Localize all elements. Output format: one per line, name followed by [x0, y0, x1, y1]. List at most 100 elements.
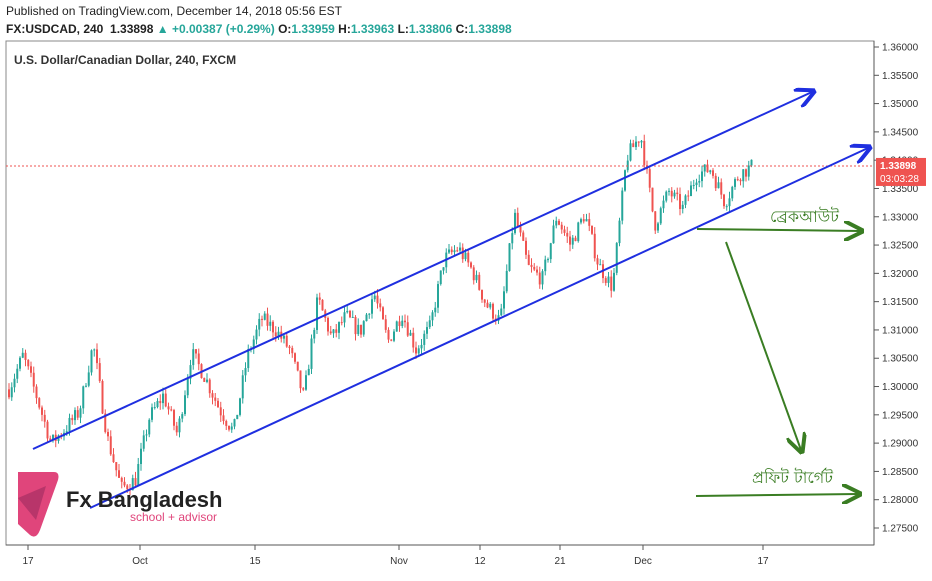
candle-body [742, 169, 745, 182]
candle-body [401, 320, 404, 327]
channel-upper-line[interactable] [32, 92, 812, 450]
candle-body [186, 378, 189, 396]
logo-tagline: school + advisor [130, 510, 217, 524]
candle-body [118, 470, 120, 478]
profit-target-label: প্রফিট টার্গেট [752, 468, 833, 487]
candle-body [335, 329, 338, 333]
candle-body [126, 485, 129, 490]
candle-body [65, 431, 68, 433]
candle-body [79, 408, 82, 418]
target-arrow[interactable] [725, 241, 801, 450]
candle-body [332, 329, 335, 334]
candle-body [654, 211, 657, 231]
candle-body [340, 322, 343, 324]
brand-logo: Fx Bangladesh school + advisor [18, 472, 222, 537]
candle-body [607, 276, 610, 283]
candle-body [698, 181, 701, 183]
candle-body [258, 318, 261, 330]
candle-body [533, 266, 536, 270]
candle-body [74, 410, 76, 421]
candle-body [178, 418, 181, 433]
countdown-tag: 03:03:28 [880, 174, 919, 185]
logo-name: Fx Bangladesh [66, 487, 222, 512]
candle-body [382, 307, 384, 320]
candle-body [104, 413, 107, 432]
candle-body [398, 321, 401, 327]
x-tick-label: Nov [390, 556, 408, 567]
candle-body [145, 434, 148, 436]
candle-body [291, 347, 294, 354]
candle-body [170, 409, 173, 411]
candle-body [351, 316, 354, 318]
candle-body [148, 419, 151, 435]
candle-body [134, 478, 137, 486]
candle-body [252, 339, 255, 350]
candle-body [16, 368, 19, 379]
candle-body [549, 243, 552, 260]
candle-body [659, 208, 662, 224]
candle-body [720, 182, 723, 195]
candle-body [632, 143, 635, 148]
candle-body [684, 195, 687, 205]
candle-body [629, 143, 632, 161]
y-tick-label: 1.33500 [882, 184, 919, 195]
low-value: 1.33806 [408, 22, 453, 36]
candle-body [643, 140, 646, 166]
candle-body [571, 237, 574, 245]
candle-body [434, 307, 437, 313]
candle-body [87, 372, 90, 386]
candle-body [701, 171, 703, 182]
candle-body [544, 259, 547, 272]
target-level-arrow[interactable] [695, 494, 858, 496]
candle-body [505, 270, 508, 292]
candle-body [387, 329, 390, 340]
candle-body [123, 481, 126, 486]
candle-body [604, 278, 607, 283]
breakout-label: ব্রেকআউট [770, 207, 839, 226]
candle-body [395, 321, 398, 332]
candle-body [296, 361, 299, 371]
candle-body [668, 190, 670, 192]
candle-body [486, 302, 489, 308]
candle-body [459, 247, 461, 251]
candle-body [285, 335, 288, 347]
candle-body [492, 303, 494, 319]
candle-body [27, 359, 30, 367]
candle-body [184, 395, 186, 415]
y-tick-label: 1.32000 [882, 269, 919, 280]
candle-body [673, 192, 676, 197]
candle-body [635, 141, 637, 148]
channel-lower-line[interactable] [89, 148, 868, 509]
y-tick-label: 1.28500 [882, 467, 919, 478]
candle-body [536, 269, 538, 273]
candle-body [112, 454, 115, 463]
y-tick-label: 1.34500 [882, 127, 919, 138]
candle-body [714, 175, 717, 189]
breakout-arrow[interactable] [696, 229, 860, 231]
candle-body [428, 320, 431, 328]
candle-body [681, 204, 684, 210]
y-tick-label: 1.28000 [882, 495, 919, 506]
candle-body [52, 434, 54, 441]
candle-body [365, 314, 368, 322]
candle-body [695, 182, 698, 186]
candle-body [288, 346, 291, 348]
candle-body [230, 426, 233, 430]
price-axis: 1.360001.355001.350001.345001.340001.335… [874, 43, 919, 535]
candle-body [640, 140, 643, 143]
candle-body [481, 289, 483, 300]
candle-body [470, 262, 472, 268]
candle-body [560, 224, 563, 230]
candle-body [38, 398, 41, 408]
candle-body [82, 386, 85, 409]
candle-body [475, 274, 478, 281]
candle-body [599, 264, 602, 266]
x-tick-label: 12 [474, 556, 486, 567]
high-value: 1.33963 [350, 22, 395, 36]
candle-body [233, 419, 236, 427]
candle-body [522, 232, 525, 241]
candle-body [610, 276, 613, 291]
candle-body [690, 185, 692, 197]
candle-body [637, 141, 640, 143]
